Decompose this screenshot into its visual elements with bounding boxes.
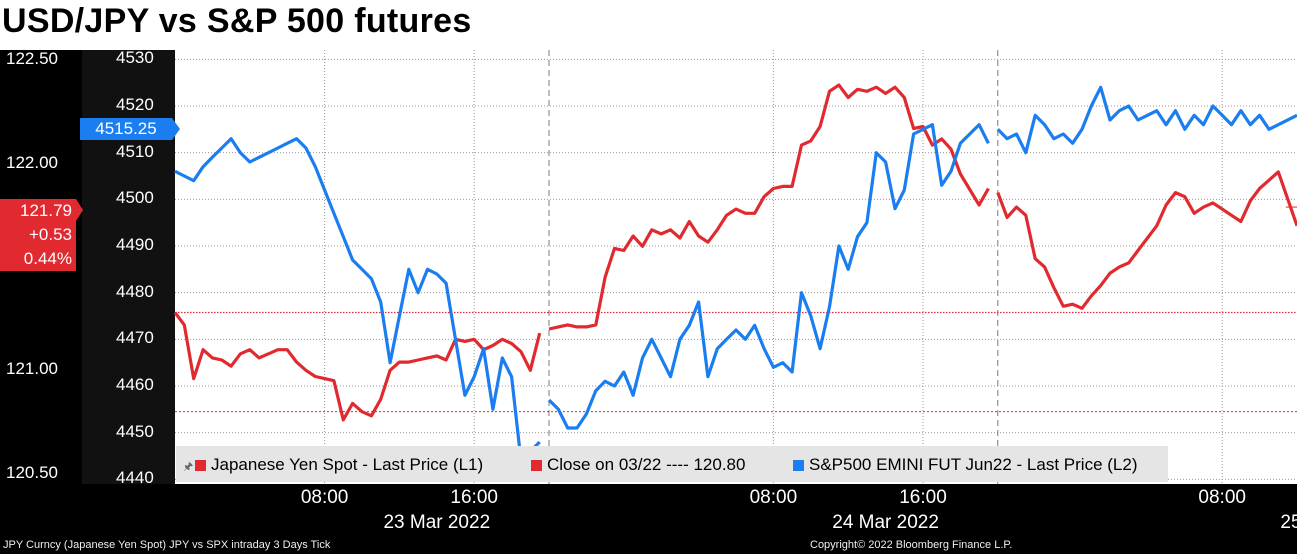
y-right-tick-label-1: 4520 bbox=[116, 95, 154, 114]
jpy-change-pct: 0.44% bbox=[23, 249, 72, 268]
legend-label-spx: S&P500 EMINI FUT Jun22 - Last Price (L2) bbox=[809, 455, 1138, 474]
legend-item-spx: S&P500 EMINI FUT Jun22 - Last Price (L2) bbox=[793, 455, 1137, 475]
y-right-tick-label-9: 4440 bbox=[116, 468, 154, 488]
series-line-spx bbox=[174, 85, 1297, 463]
y-right-tick-label-8: 4450 bbox=[116, 421, 154, 441]
pin-icon: 🖈 bbox=[183, 461, 194, 473]
footer-source: JPY Curncy (Japanese Yen Spot) JPY vs SP… bbox=[3, 539, 331, 551]
y-left-tick-label-2: 121.00 bbox=[6, 359, 58, 379]
footer-copyright: Copyright© 2022 Bloomberg Finance L.P. bbox=[810, 539, 1013, 551]
y-right-tick-label-3: 4500 bbox=[116, 188, 154, 208]
x-tick-date-0: 23 Mar 2022 bbox=[383, 512, 491, 533]
x-tick-date-4: 25 bbox=[1280, 512, 1297, 533]
y-left-tick-label-1: 122.00 bbox=[6, 152, 58, 172]
legend-swatch-close bbox=[531, 460, 542, 471]
legend-item-jpy: Japanese Yen Spot - Last Price (L1) bbox=[195, 455, 483, 475]
y-right-tick-label-0: 4530 bbox=[116, 48, 154, 68]
legend-label-jpy: Japanese Yen Spot - Last Price (L1) bbox=[211, 455, 484, 474]
y-right-tick-label-2: 4510 bbox=[116, 141, 154, 161]
legend-swatch-jpy bbox=[195, 460, 206, 471]
y-right-tick-label-5: 4480 bbox=[116, 281, 154, 301]
x-axis-panel bbox=[0, 484, 1297, 538]
legend-label-close: Close on 03/22 ---- 120.80 bbox=[547, 455, 746, 474]
chart-legend: Japanese Yen Spot - Last Price (L1) Clos… bbox=[176, 446, 1168, 482]
x-tick-time-0: 08:00 bbox=[300, 487, 349, 508]
chart-title: USD/JPY vs S&P 500 futures bbox=[2, 2, 472, 40]
y-right-tick-label-4: 4490 bbox=[116, 235, 154, 254]
x-tick-time-4: 08:00 bbox=[1198, 487, 1246, 508]
jpy-change-value: +0.53 bbox=[28, 225, 72, 244]
y-left-tick-label-3: 120.50 bbox=[6, 462, 58, 482]
x-tick-time-2: 08:00 bbox=[749, 487, 798, 508]
footer: JPY Curncy (Japanese Yen Spot) JPY vs SP… bbox=[0, 538, 1297, 554]
jpy-last-value: 121.79 bbox=[20, 201, 72, 220]
series-line-jpy bbox=[173, 83, 1297, 422]
x-tick-time-1: 16:00 bbox=[450, 487, 498, 508]
y-right-tick-label-7: 4460 bbox=[116, 375, 154, 394]
spx-last-price-tag: 4515.25 bbox=[80, 118, 180, 140]
y-left-tick-label-0: 122.50 bbox=[6, 49, 58, 69]
legend-item-close: Close on 03/22 ---- 120.80 bbox=[531, 455, 745, 475]
jpy-last-price-tag: 121.79 +0.53 0.44% bbox=[0, 199, 83, 271]
y-right-tick-label-6: 4470 bbox=[116, 328, 154, 348]
x-tick-time-3: 16:00 bbox=[899, 487, 947, 508]
legend-swatch-spx bbox=[793, 460, 804, 471]
x-tick-date-2: 24 Mar 2022 bbox=[832, 512, 939, 533]
